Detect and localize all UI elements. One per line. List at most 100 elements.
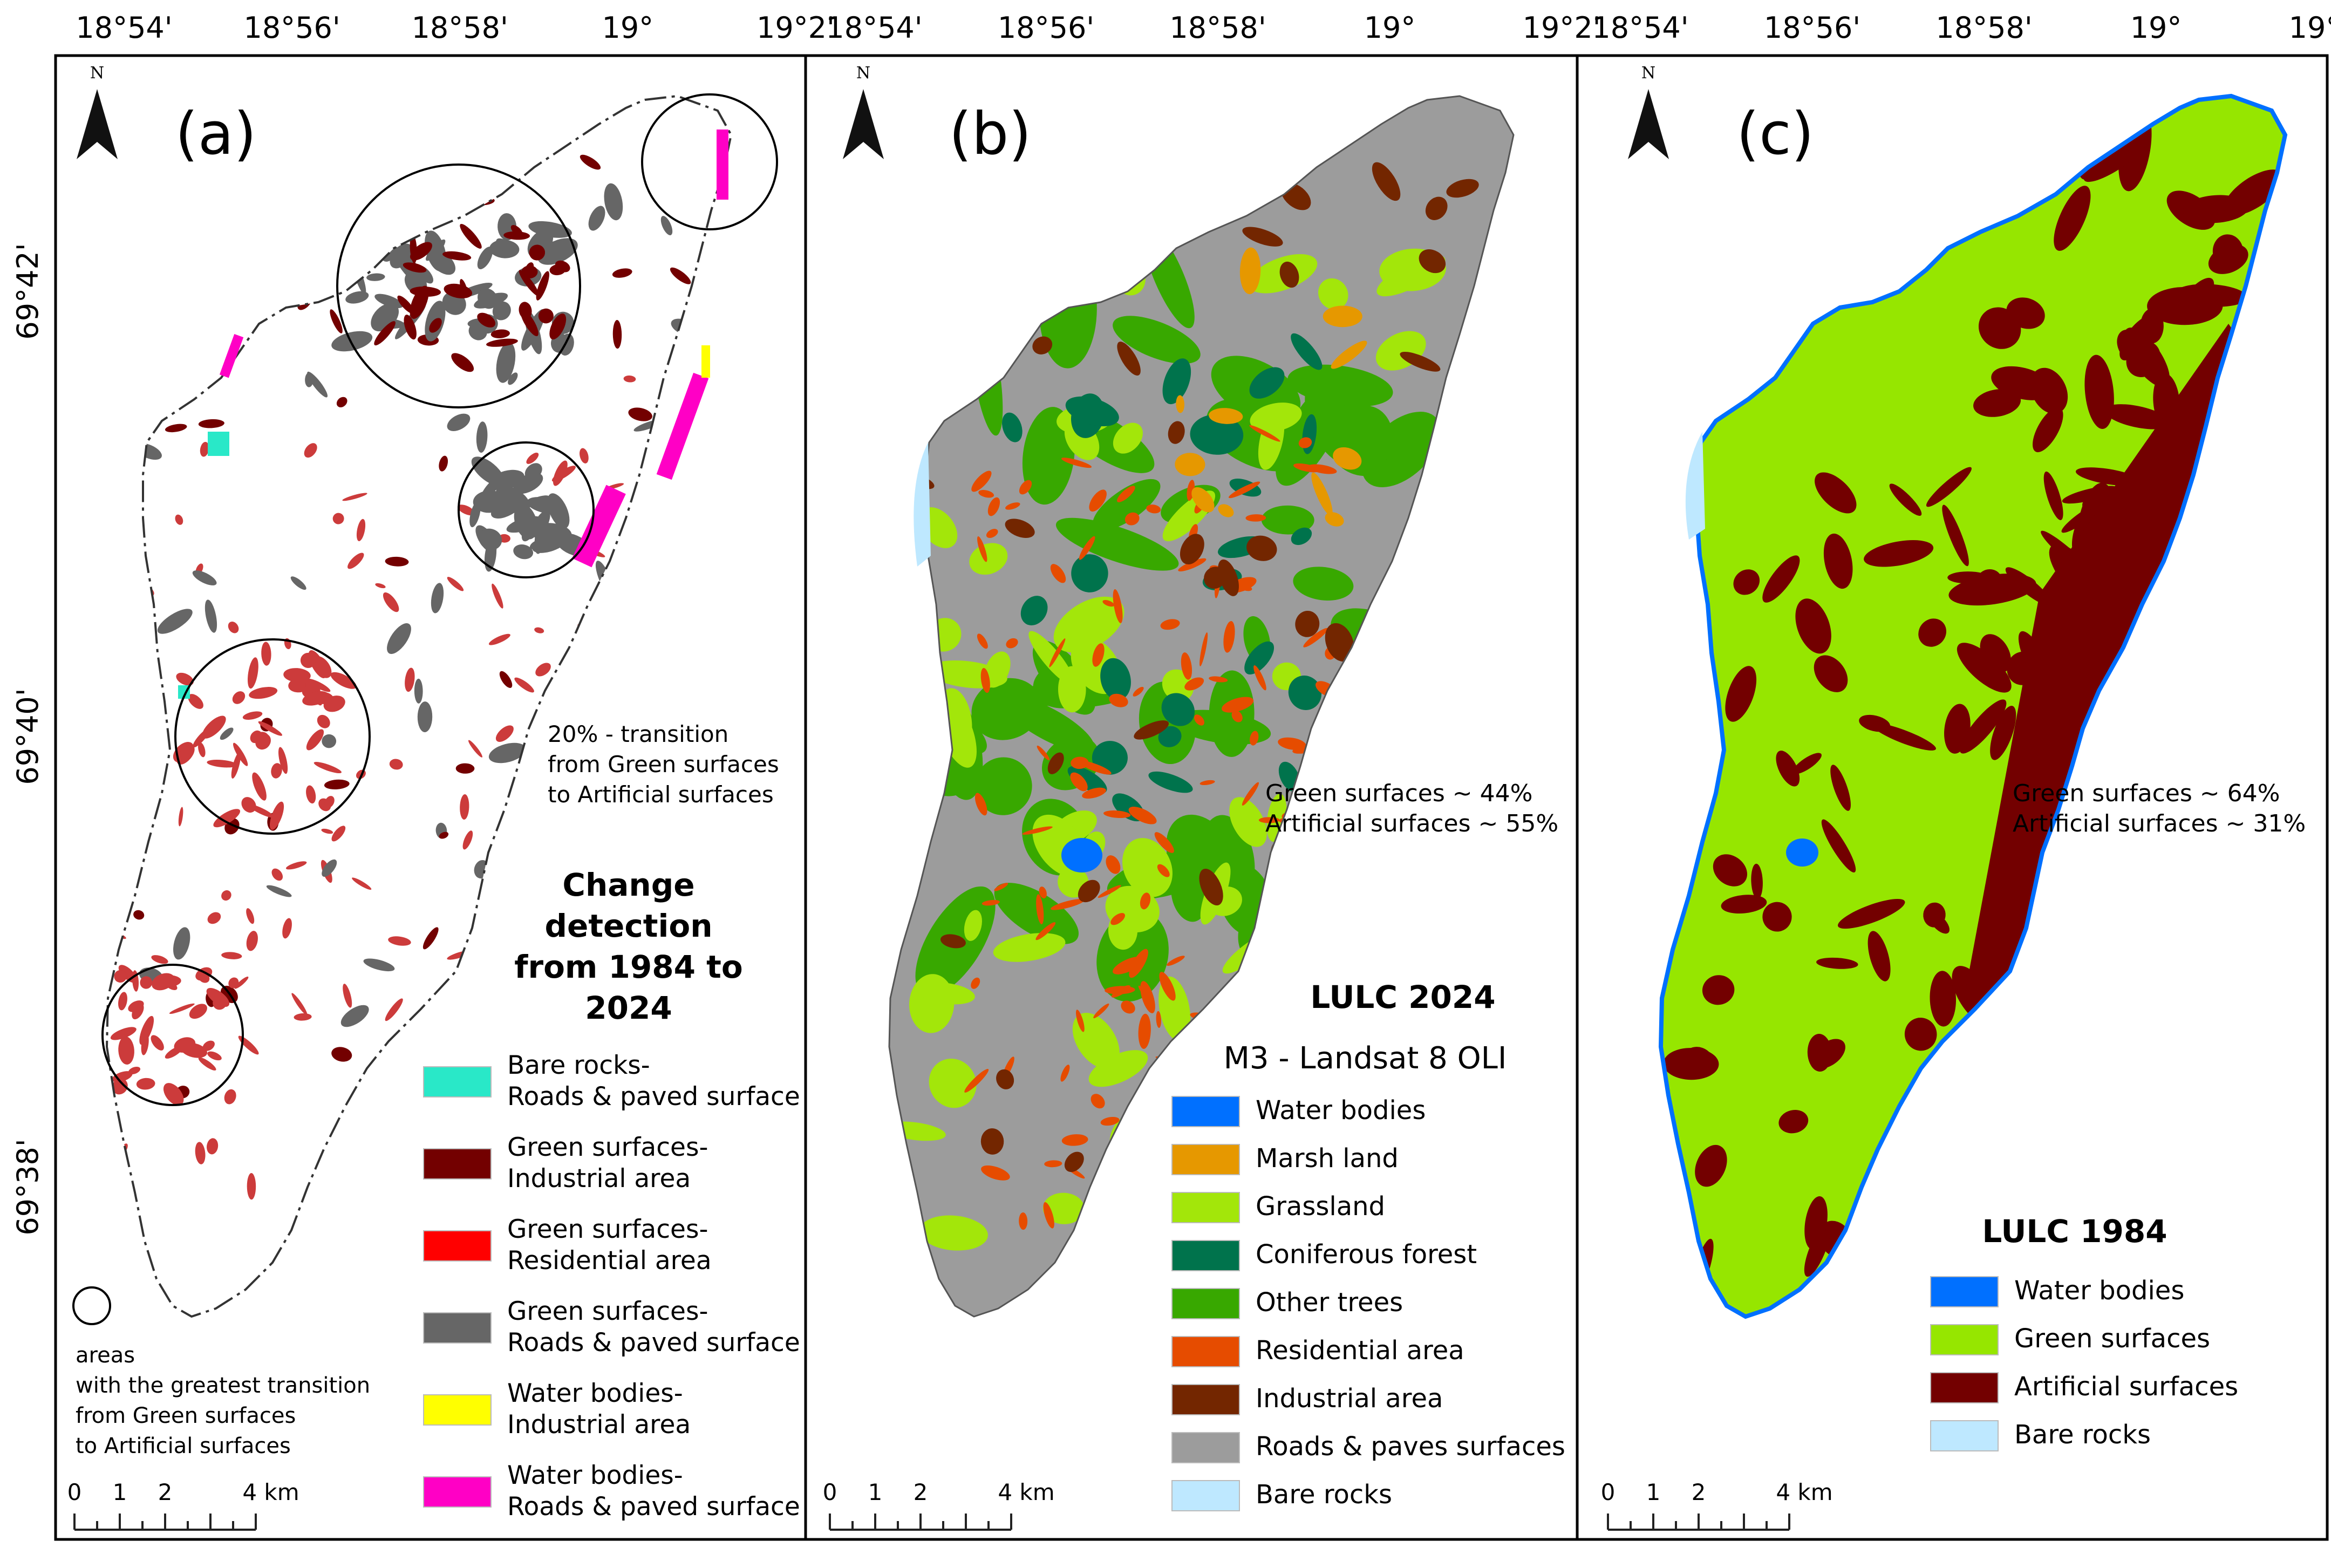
residential-patch: [1103, 810, 1131, 819]
artificial-surface-patch: [1795, 598, 1831, 654]
artificial-surface-patch: [2102, 925, 2136, 970]
industrial-change-patch: [470, 1206, 485, 1232]
grassland-patch: [1258, 981, 1303, 1040]
residential-patch: [1051, 898, 1085, 910]
scale-label: 2: [1692, 1479, 1706, 1505]
industrial-change-patch: [133, 910, 145, 920]
legend-item: Artificial surfaces: [1930, 1372, 2238, 1403]
panel-c-title: LULC 1984: [1982, 1213, 2167, 1250]
artificial-surface-patch: [1864, 540, 1934, 567]
residential-change-patch: [323, 696, 345, 712]
legend-swatch: [1930, 1324, 1999, 1355]
residential-patch: [1140, 892, 1151, 910]
bare-rocks-patch: [914, 442, 931, 567]
industrial-patch: [980, 1128, 1004, 1155]
residential-patch: [971, 977, 980, 989]
legend-label: Bare rocks-: [507, 1051, 650, 1080]
stats-line: to Artificial surfaces: [548, 781, 774, 808]
panel-b: N (b) Green surfaces ~ 44% Artificial sur…: [823, 64, 1565, 1531]
residential-change-patch: [128, 1000, 144, 1012]
legend-item: Bare rocks: [1930, 1420, 2151, 1451]
residential-change-patch: [551, 466, 576, 482]
water-roads-patch: [717, 129, 728, 200]
residential-patch: [980, 667, 990, 693]
residential-change-patch: [363, 1158, 372, 1181]
legend-label: Industrial area: [507, 1410, 691, 1440]
industrial-change-patch: [439, 831, 449, 839]
roads-change-patch: [133, 627, 150, 659]
industrial-change-patch: [397, 295, 414, 314]
artificial-surface-patch: [2084, 354, 2114, 429]
residential-change-patch: [462, 830, 473, 850]
circle-note-line: with the greatest transition: [76, 1373, 370, 1398]
scale-label: 2: [158, 1479, 173, 1505]
residential-change-patch: [110, 1027, 137, 1040]
panel-letter-b: (b): [949, 100, 1032, 168]
residential-change-patch: [195, 1142, 206, 1164]
north-arrow: N: [1628, 64, 1669, 159]
panel-letter-a: (a): [175, 100, 256, 168]
artificial-surface-patch: [1973, 389, 2021, 417]
artificial-surface-patch: [1966, 1042, 1999, 1062]
residential-change-patch: [136, 1078, 155, 1090]
residential-patch: [1128, 807, 1157, 824]
roads-change-patch: [484, 538, 497, 572]
roads-change-patch: [660, 216, 673, 236]
residential-patch: [1231, 710, 1243, 722]
residential-patch: [1036, 894, 1044, 925]
legend-label: Roads & paved surface: [507, 1492, 800, 1522]
residential-change-patch: [271, 1274, 298, 1289]
residential-change-patch: [321, 828, 333, 834]
residential-change-patch: [188, 694, 203, 709]
residential-change-patch: [623, 375, 636, 383]
residential-change-patch: [112, 1078, 128, 1095]
artificial-surface-patch: [2199, 465, 2245, 541]
artificial-surface-patch: [1804, 1196, 1828, 1250]
residential-change-patch: [488, 633, 510, 645]
residential-patch: [1189, 1069, 1222, 1079]
residential-change-patch: [375, 583, 386, 589]
industrial-change-patch: [410, 285, 429, 319]
residential-patch: [1022, 826, 1053, 835]
residential-patch: [1199, 780, 1215, 786]
industrial-change-patch: [520, 309, 539, 337]
coniferous-forest-patch: [1148, 771, 1193, 793]
panel-b-legend: Water bodies Marsh land Grassland Coniferou…: [1171, 1095, 1565, 1511]
industrial-change-patch: [130, 715, 144, 728]
bare-rocks-patch: [1685, 432, 1705, 540]
artificial-surface-patch: [1733, 569, 1760, 595]
north-letter: N: [1641, 64, 1655, 83]
residential-change-patch: [447, 577, 464, 591]
residential-patch: [1308, 464, 1337, 474]
legend-item: Industrial area: [1171, 1383, 1443, 1415]
north-arrow: N: [77, 64, 118, 159]
residential-patch: [1155, 1056, 1188, 1063]
industrial-change-patch: [336, 397, 347, 407]
panel-c-map: [1658, 93, 2288, 1319]
industrial-patch: [1279, 261, 1299, 288]
roads-change-patch: [363, 231, 379, 249]
legend-item: Residential area: [1171, 1335, 1464, 1367]
roads-change-patch: [417, 701, 433, 732]
legend-item: Water bodies-Industrial area: [423, 1379, 691, 1440]
industrial-change-patch: [198, 419, 224, 428]
coniferous-forest-patch: [1249, 367, 1285, 399]
residential-change-patch: [249, 687, 278, 699]
industrial-patch: [940, 934, 966, 949]
legend-swatch: [423, 1230, 492, 1262]
roads-change-patch: [387, 623, 411, 655]
industrial-change-patch: [580, 154, 601, 170]
residential-change-patch: [507, 832, 518, 837]
grassland-patch: [1072, 1013, 1120, 1069]
industrial-change-patch: [165, 424, 187, 433]
residential-change-patch: [385, 998, 403, 1021]
artificial-surface-patch: [2100, 931, 2144, 949]
grassland-patch: [1318, 278, 1348, 310]
residential-change-patch: [343, 984, 352, 1008]
legend-label: Water bodies: [1256, 1095, 1426, 1126]
artificial-surface-patch: [1979, 1024, 2020, 1069]
industrial-patch: [1121, 1137, 1141, 1175]
legend-label: Bare rocks: [2014, 1420, 2151, 1450]
top-tick-label: 18°54': [1592, 11, 1688, 45]
residential-change-patch: [504, 1012, 514, 1024]
